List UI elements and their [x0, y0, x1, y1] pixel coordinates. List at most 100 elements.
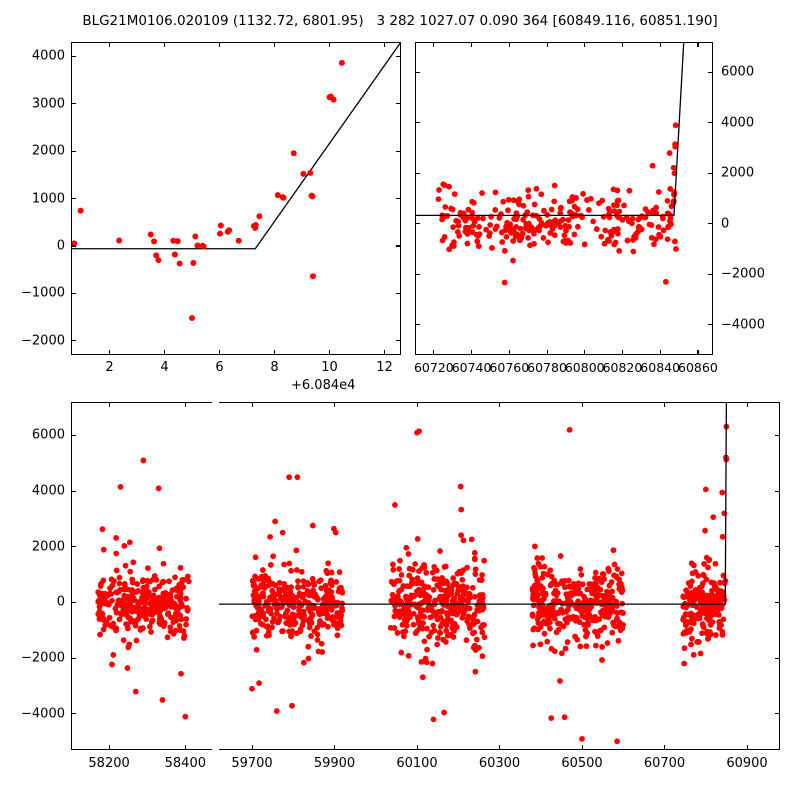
- data-point: [339, 604, 345, 611]
- data-point: [562, 616, 569, 623]
- data-point: [542, 590, 549, 597]
- data-point: [541, 604, 547, 611]
- data-point: [557, 678, 563, 684]
- data-point: [290, 150, 297, 157]
- y-tick-mark: [415, 324, 420, 326]
- data-point: [681, 660, 688, 667]
- y-tick-mark: [708, 71, 713, 73]
- data-point: [324, 586, 330, 593]
- data-point: [635, 224, 642, 231]
- data-point: [563, 227, 569, 234]
- y-tick-mark: [71, 55, 76, 57]
- data-point: [437, 548, 443, 554]
- data-point: [177, 564, 184, 571]
- data-point: [554, 609, 561, 616]
- data-point: [405, 551, 412, 557]
- data-point: [709, 619, 716, 625]
- data-point: [400, 608, 407, 615]
- data-point: [651, 241, 657, 248]
- y-tick-mark: [71, 103, 76, 105]
- data-point: [309, 193, 316, 200]
- model-curve: [219, 402, 728, 605]
- data-point: [435, 196, 442, 203]
- data-point: [264, 623, 271, 630]
- data-point: [421, 613, 428, 620]
- data-point: [134, 581, 141, 587]
- data-point: [289, 628, 296, 634]
- data-point: [116, 616, 123, 623]
- panel-full-frame: [71, 402, 780, 750]
- data-point: [258, 606, 264, 613]
- data-point: [610, 202, 617, 209]
- x-tick-mark: [164, 42, 166, 47]
- data-point: [173, 585, 180, 592]
- data-point: [629, 220, 635, 227]
- y-tick-label: 4000: [31, 483, 65, 499]
- data-point: [546, 619, 553, 626]
- x-tick-label: 60300: [478, 756, 521, 771]
- data-point: [167, 624, 174, 631]
- data-point: [310, 273, 316, 280]
- data-point: [249, 613, 256, 620]
- data-point: [616, 623, 622, 630]
- data-point: [616, 248, 623, 254]
- data-point: [601, 624, 608, 631]
- data-point: [604, 640, 611, 646]
- x-tick-mark: [621, 42, 624, 47]
- x-tick-mark: [108, 745, 110, 750]
- data-point: [672, 122, 679, 129]
- data-point: [537, 641, 544, 648]
- data-point: [547, 230, 554, 236]
- data-point: [128, 596, 134, 603]
- x-tick-mark: [274, 350, 276, 355]
- data-point: [422, 655, 429, 662]
- data-point: [263, 616, 269, 623]
- data-point: [311, 582, 318, 588]
- data-point: [718, 605, 725, 611]
- data-point: [680, 630, 687, 637]
- data-point: [567, 209, 573, 216]
- data-point: [339, 600, 345, 607]
- data-point: [279, 529, 286, 536]
- data-point: [253, 646, 260, 653]
- x-tick-mark: [584, 42, 586, 47]
- panel-full-data: [95, 402, 730, 745]
- y-tick-mark: [775, 601, 780, 604]
- data-point: [697, 607, 704, 614]
- data-point: [139, 589, 146, 596]
- data-point: [330, 96, 337, 103]
- data-point: [528, 224, 535, 231]
- data-point: [450, 634, 457, 640]
- data-point: [689, 635, 695, 642]
- data-point: [322, 607, 329, 613]
- data-point: [705, 564, 711, 571]
- data-point: [481, 557, 488, 564]
- data-point: [226, 227, 233, 234]
- data-point: [558, 607, 565, 613]
- data-point: [480, 603, 487, 610]
- data-point: [434, 616, 441, 623]
- data-point: [682, 621, 689, 628]
- data-point: [287, 589, 294, 595]
- y-tick-label: 4000: [721, 115, 755, 131]
- panel-season-frame: [415, 42, 713, 355]
- data-point: [557, 553, 564, 559]
- data-point: [479, 629, 486, 636]
- data-point: [624, 237, 631, 244]
- data-point: [487, 222, 494, 228]
- data-point: [318, 585, 325, 592]
- data-point: [517, 237, 523, 244]
- data-point: [97, 631, 103, 638]
- data-point: [690, 651, 697, 658]
- data-point: [657, 233, 664, 240]
- data-point: [469, 584, 476, 591]
- data-point: [454, 590, 461, 597]
- x-tick-mark: [697, 350, 699, 355]
- data-point: [428, 606, 435, 613]
- data-point: [457, 607, 464, 614]
- data-point: [312, 591, 319, 598]
- x-tick-label: 60740: [451, 360, 492, 375]
- data-point: [471, 593, 478, 600]
- data-point: [702, 486, 709, 493]
- data-point: [670, 164, 677, 171]
